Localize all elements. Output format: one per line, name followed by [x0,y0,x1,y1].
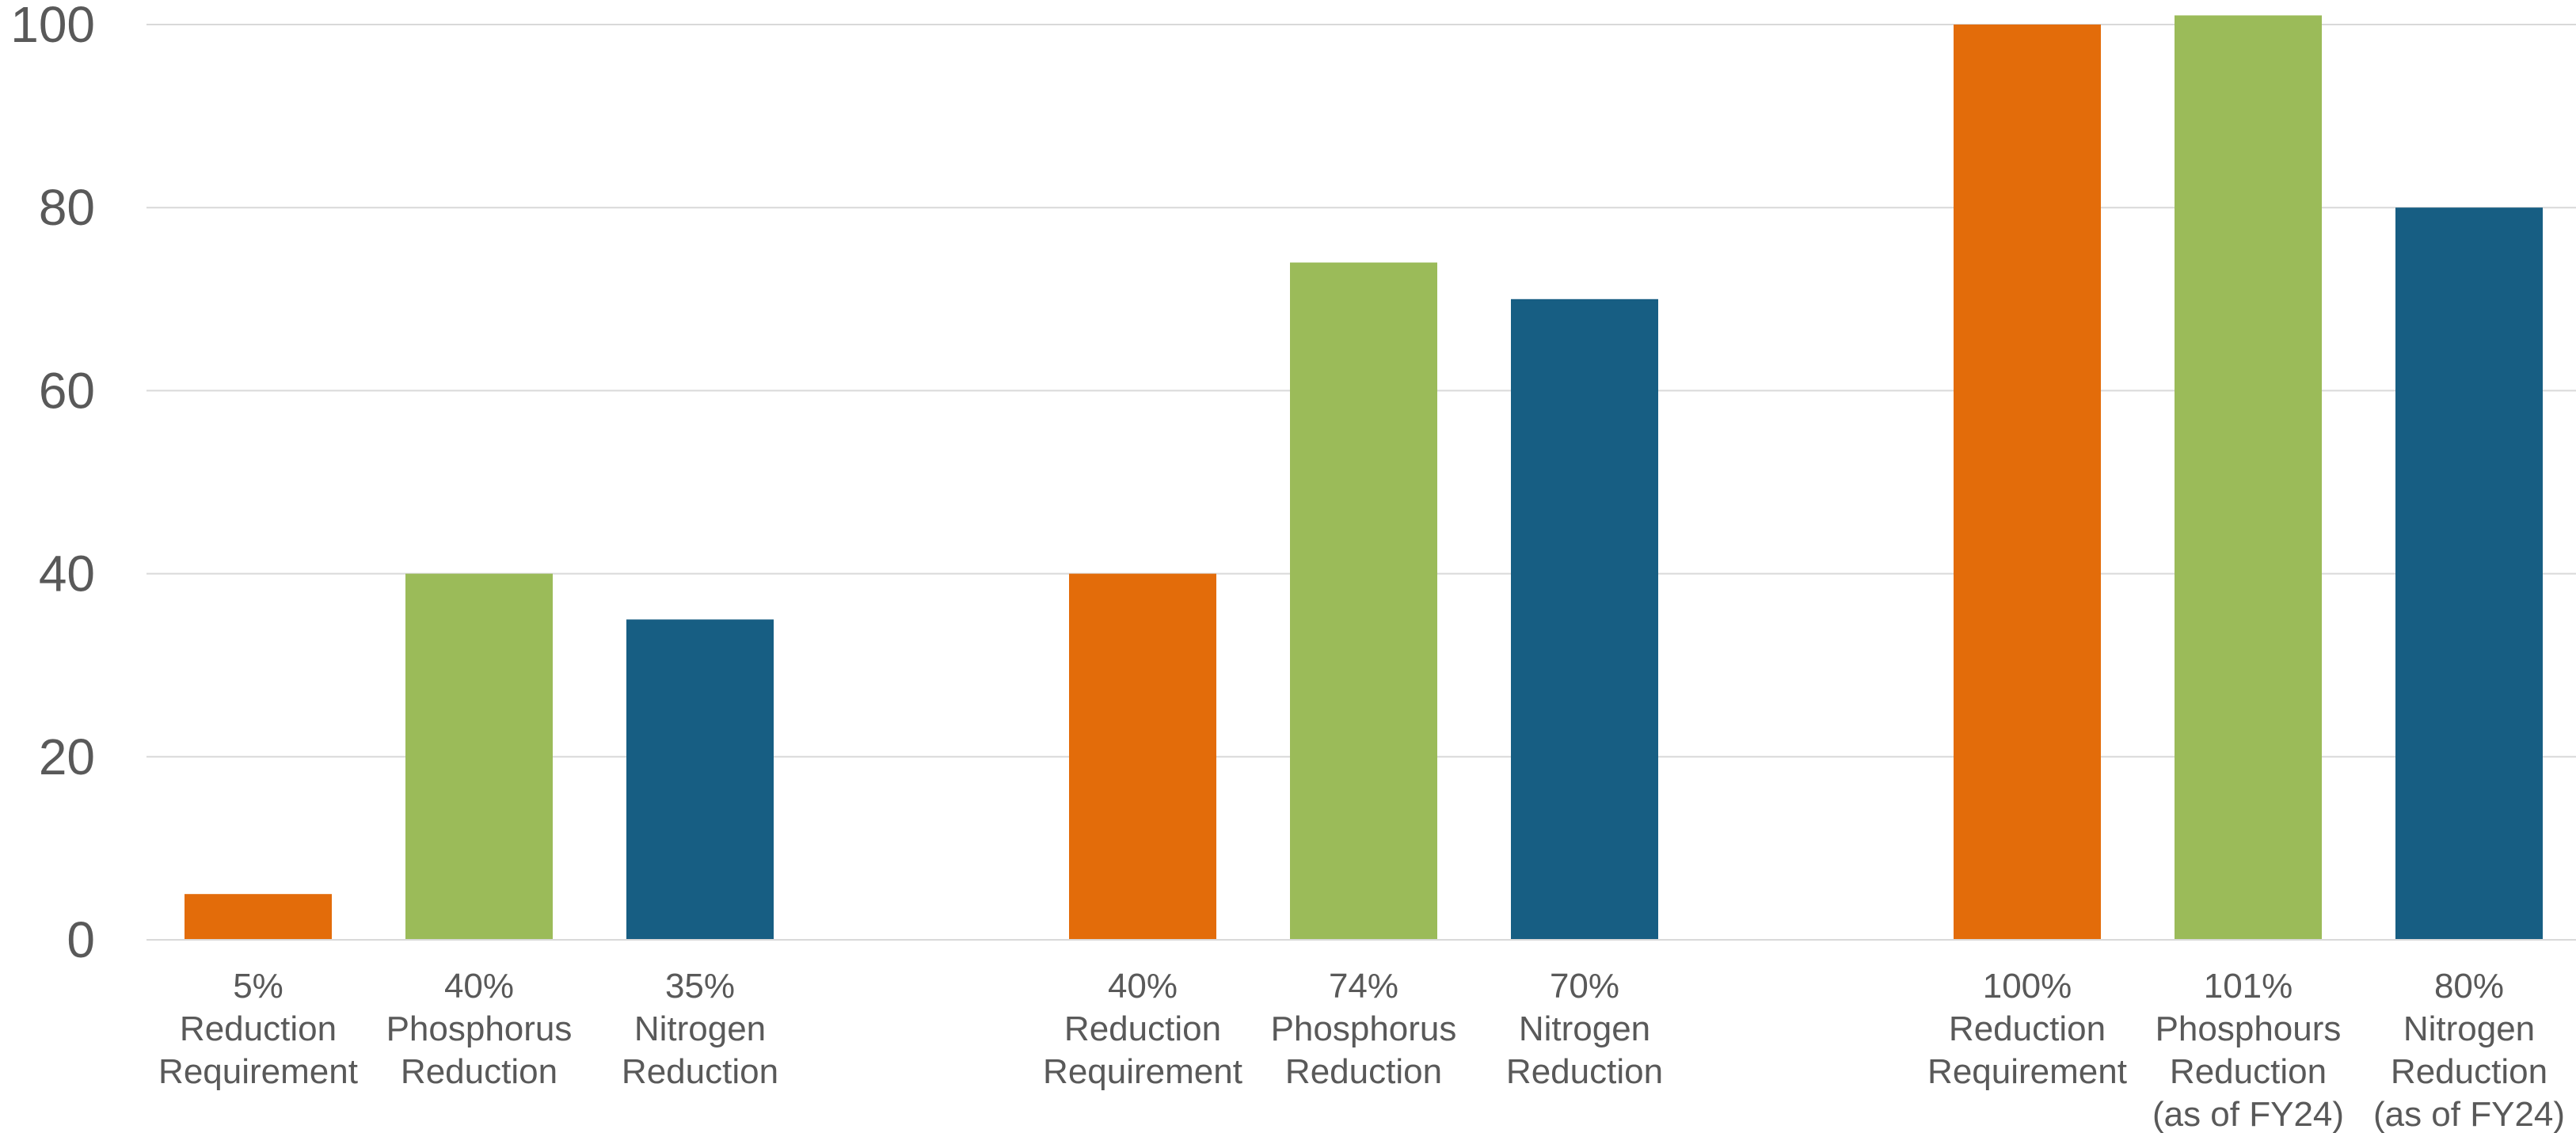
bar [1069,573,1216,940]
category-label-line: Reduction [180,1009,337,1048]
category-label-line: Reduction [1285,1052,1442,1091]
category-label-line: Requirement [1927,1052,2127,1091]
y-tick-label: 80 [39,179,95,236]
category-label-line: 100% [1983,967,2072,1006]
bar [2395,207,2543,940]
category-label-line: Nitrogen [2403,1009,2535,1048]
category-label-line: Requirement [1043,1052,1242,1091]
bar [405,573,553,940]
bar [626,619,774,940]
category-label-line: (as of FY24) [2152,1095,2344,1133]
category-label-line: Reduction [2170,1052,2327,1091]
bar [185,894,332,940]
category-label-line: 5% [233,967,283,1006]
y-tick-label: 100 [10,0,95,53]
y-tick-label: 0 [67,911,95,968]
category-label: 70% Nitrogen Reduction [1506,967,1663,1091]
category-label-line: Nitrogen [634,1009,766,1048]
category-label-line: Reduction [401,1052,557,1091]
category-label-line: Reduction [1506,1052,1663,1091]
category-label: 5% Reduction Requirement [158,967,358,1091]
category-label-line: Requirement [158,1052,358,1091]
category-label-line: 74% [1329,967,1398,1006]
category-label-line: 70% [1550,967,1619,1006]
category-label-line: 101% [2204,967,2293,1006]
bar [1511,298,1658,940]
bar [2175,15,2322,941]
y-axis-ticks: 0 20 40 60 80 100 [10,0,95,968]
category-label-line: Nitrogen [1519,1009,1650,1048]
bar [1954,25,2101,940]
category-label: 101% Phosphours Reduction (as of FY24) [2152,967,2344,1133]
category-label-line: Reduction [1949,1009,2106,1048]
category-label-line: 40% [1108,967,1178,1006]
category-label: 100% Reduction Requirement [1927,967,2127,1091]
category-label-line: Reduction [622,1052,778,1091]
category-label-line: 35% [665,967,735,1006]
y-tick-label: 40 [39,546,95,603]
category-label: 40% Phosphorus Reduction [386,967,573,1091]
category-label-line: 40% [444,967,514,1006]
category-label-line: 80% [2434,967,2504,1006]
bars [185,15,2543,941]
category-label: 80% Nitrogen Reduction (as of FY24) [2373,967,2565,1133]
category-label-line: Phosphorus [1271,1009,1457,1048]
category-label: 35% Nitrogen Reduction [622,967,778,1091]
y-tick-label: 60 [39,362,95,419]
bar [1290,262,1437,940]
category-label-line: Reduction [2391,1052,2547,1091]
category-label: 74% Phosphorus Reduction [1271,967,1457,1091]
category-label: 40% Reduction Requirement [1043,967,1242,1091]
category-label-line: Reduction [1064,1009,1221,1048]
category-label-line: Phosphours [2156,1009,2342,1048]
category-label-line: (as of FY24) [2373,1095,2565,1133]
y-tick-label: 20 [39,728,95,785]
category-label-line: Phosphorus [386,1009,573,1048]
